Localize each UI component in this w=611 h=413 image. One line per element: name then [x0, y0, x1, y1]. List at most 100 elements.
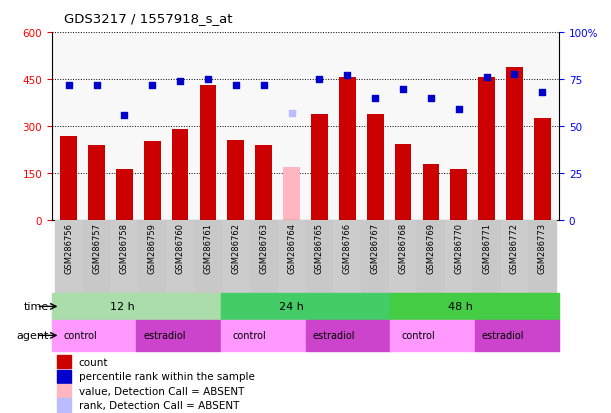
Text: GSM286763: GSM286763: [259, 222, 268, 273]
Bar: [136, 320, 221, 351]
Text: GSM286758: GSM286758: [120, 222, 129, 273]
Bar: [506, 68, 523, 221]
Text: GSM286757: GSM286757: [92, 222, 101, 273]
Text: GSM286756: GSM286756: [64, 222, 73, 273]
Bar: [57, 355, 71, 368]
Bar: [116, 170, 133, 221]
Point: [538, 90, 547, 97]
Text: estradiol: estradiol: [481, 330, 524, 341]
Bar: [306, 221, 334, 293]
Bar: [423, 165, 439, 221]
Bar: [221, 320, 306, 351]
Bar: [172, 130, 188, 221]
Text: control: control: [232, 330, 266, 341]
Bar: [478, 78, 495, 221]
Bar: [529, 221, 556, 293]
Point: [64, 82, 73, 89]
Bar: [284, 168, 300, 221]
Bar: [60, 136, 77, 221]
Bar: [138, 221, 166, 293]
Bar: [88, 146, 105, 221]
Point: [315, 77, 324, 83]
Bar: [82, 221, 111, 293]
Text: GSM286765: GSM286765: [315, 222, 324, 273]
Bar: [389, 221, 417, 293]
Bar: [361, 221, 389, 293]
Point: [342, 73, 352, 80]
Text: GDS3217 / 1557918_s_at: GDS3217 / 1557918_s_at: [64, 12, 233, 25]
Bar: [52, 320, 136, 351]
Bar: [395, 144, 411, 221]
Text: 12 h: 12 h: [110, 301, 135, 312]
Point: [426, 95, 436, 102]
Text: control: control: [63, 330, 97, 341]
Bar: [475, 320, 559, 351]
Bar: [277, 221, 306, 293]
Point: [203, 77, 213, 83]
Bar: [445, 221, 473, 293]
Bar: [166, 221, 194, 293]
Text: time: time: [24, 301, 49, 312]
Bar: [57, 370, 71, 383]
Bar: [339, 78, 356, 221]
Point: [481, 75, 491, 81]
Bar: [311, 114, 327, 221]
Text: estradiol: estradiol: [144, 330, 186, 341]
Point: [147, 82, 157, 89]
Point: [92, 82, 101, 89]
Text: GSM286773: GSM286773: [538, 222, 547, 273]
Point: [287, 111, 296, 117]
Bar: [227, 141, 244, 221]
Bar: [367, 115, 384, 221]
Point: [370, 95, 380, 102]
Text: GSM286761: GSM286761: [203, 222, 213, 273]
Point: [231, 82, 241, 89]
Point: [398, 86, 408, 93]
Bar: [57, 384, 71, 397]
Bar: [390, 293, 559, 320]
Text: GSM286767: GSM286767: [371, 222, 379, 273]
Text: GSM286764: GSM286764: [287, 222, 296, 273]
Text: control: control: [401, 330, 435, 341]
Bar: [200, 85, 216, 221]
Point: [120, 112, 130, 119]
Bar: [222, 221, 250, 293]
Text: GSM286770: GSM286770: [454, 222, 463, 273]
Bar: [52, 293, 221, 320]
Text: GSM286771: GSM286771: [482, 222, 491, 273]
Bar: [306, 320, 390, 351]
Point: [259, 82, 269, 89]
Text: rank, Detection Call = ABSENT: rank, Detection Call = ABSENT: [79, 400, 239, 410]
Text: estradiol: estradiol: [312, 330, 355, 341]
Point: [510, 71, 519, 78]
Text: GSM286769: GSM286769: [426, 222, 436, 273]
Bar: [221, 293, 390, 320]
Bar: [473, 221, 500, 293]
Bar: [500, 221, 529, 293]
Text: count: count: [79, 357, 108, 367]
Text: GSM286768: GSM286768: [398, 222, 408, 273]
Bar: [57, 399, 71, 411]
Text: agent: agent: [16, 330, 49, 341]
Bar: [255, 145, 272, 221]
Bar: [194, 221, 222, 293]
Text: GSM286760: GSM286760: [175, 222, 185, 273]
Bar: [390, 320, 475, 351]
Text: 24 h: 24 h: [279, 301, 304, 312]
Bar: [55, 221, 82, 293]
Bar: [111, 221, 138, 293]
Bar: [417, 221, 445, 293]
Text: GSM286762: GSM286762: [232, 222, 240, 273]
Point: [454, 107, 464, 114]
Point: [175, 78, 185, 85]
Text: percentile rank within the sample: percentile rank within the sample: [79, 371, 255, 381]
Text: value, Detection Call = ABSENT: value, Detection Call = ABSENT: [79, 386, 244, 396]
Text: GSM286759: GSM286759: [148, 222, 157, 273]
Text: GSM286772: GSM286772: [510, 222, 519, 273]
Bar: [450, 169, 467, 221]
Text: GSM286766: GSM286766: [343, 222, 352, 273]
Bar: [334, 221, 361, 293]
Bar: [250, 221, 277, 293]
Text: 48 h: 48 h: [448, 301, 473, 312]
Bar: [144, 142, 161, 221]
